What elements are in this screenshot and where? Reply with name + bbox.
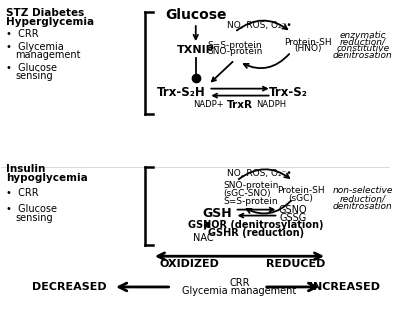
Text: INCREASED: INCREASED	[309, 282, 380, 292]
Text: NO, ROS, O₂⁻•: NO, ROS, O₂⁻•	[226, 169, 291, 178]
Text: SNO-protein: SNO-protein	[207, 47, 262, 57]
Text: non-selective: non-selective	[333, 186, 393, 195]
Text: NADPH: NADPH	[256, 100, 287, 109]
Text: NO, ROS, O₂⁻•: NO, ROS, O₂⁻•	[226, 21, 291, 30]
Text: S=S-protein: S=S-protein	[223, 197, 278, 206]
Text: sensing: sensing	[15, 71, 53, 81]
Text: (HNO): (HNO)	[294, 44, 321, 54]
Text: Glucose: Glucose	[165, 8, 226, 22]
Text: TXNIP: TXNIP	[177, 45, 215, 55]
Text: •  CRR: • CRR	[6, 29, 39, 39]
Text: denitrosation: denitrosation	[333, 51, 393, 61]
Text: sensing: sensing	[15, 213, 53, 222]
Text: NAC: NAC	[193, 233, 214, 243]
Text: hypoglycemia: hypoglycemia	[6, 173, 88, 183]
Text: reduction/: reduction/	[340, 38, 386, 46]
Text: NADP+: NADP+	[193, 100, 224, 109]
Text: denitrosation: denitrosation	[333, 202, 393, 211]
Text: Protein-SH: Protein-SH	[277, 186, 324, 195]
Text: •  Glucose: • Glucose	[6, 63, 57, 73]
Text: •  CRR: • CRR	[6, 188, 39, 198]
Text: (sGC-SNO): (sGC-SNO)	[223, 189, 270, 198]
Text: REDUCED: REDUCED	[266, 259, 326, 269]
Text: management: management	[15, 50, 80, 60]
Text: reduction/: reduction/	[340, 194, 386, 203]
Text: GSNO: GSNO	[279, 205, 307, 215]
Text: •  Glucose: • Glucose	[6, 204, 57, 214]
Text: Trx-S₂: Trx-S₂	[269, 86, 308, 99]
Text: Glycemia management: Glycemia management	[182, 286, 297, 296]
Text: (sGC): (sGC)	[288, 194, 313, 203]
Text: DECREASED: DECREASED	[32, 282, 107, 292]
Text: constitutive: constitutive	[336, 44, 390, 54]
Text: Insulin: Insulin	[6, 164, 46, 174]
Text: TrxR: TrxR	[226, 99, 252, 110]
Text: Hyperglycemia: Hyperglycemia	[6, 17, 94, 27]
Text: GSH: GSH	[202, 207, 232, 220]
Text: GSHR (reduction): GSHR (reduction)	[208, 228, 304, 239]
Text: Protein-SH: Protein-SH	[284, 38, 331, 46]
Text: S=S-protein: S=S-protein	[207, 40, 262, 50]
Text: enzymatic: enzymatic	[340, 31, 386, 39]
Text: CRR: CRR	[229, 278, 250, 288]
Text: SNO-protein: SNO-protein	[223, 181, 278, 190]
Text: Trx-S₂H: Trx-S₂H	[157, 86, 206, 99]
Text: •  Glycemia: • Glycemia	[6, 42, 64, 52]
Text: STZ Diabetes: STZ Diabetes	[6, 8, 84, 18]
Text: GSSG: GSSG	[279, 213, 306, 222]
Text: GSNOR (denitrosylation): GSNOR (denitrosylation)	[188, 220, 324, 231]
Text: OXIDIZED: OXIDIZED	[159, 259, 219, 269]
